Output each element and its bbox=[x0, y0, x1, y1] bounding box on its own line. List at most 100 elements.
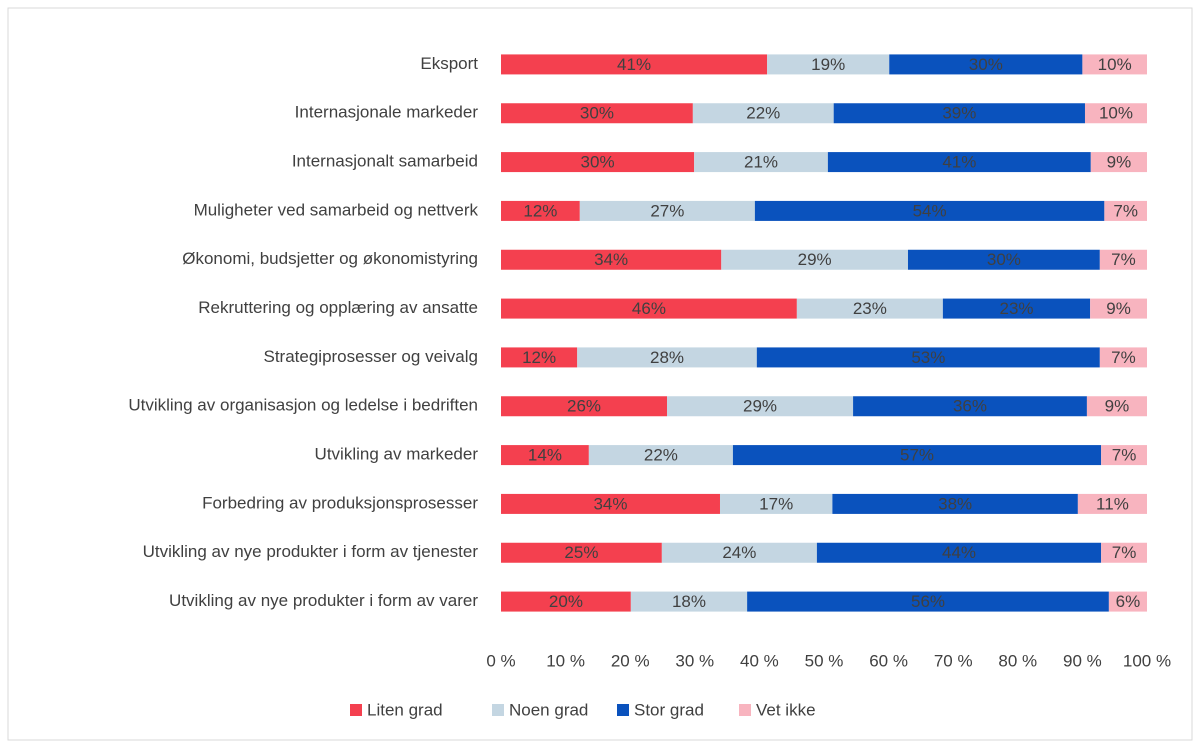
bar-segment bbox=[1099, 249, 1147, 270]
legend-swatch bbox=[617, 704, 629, 716]
data-label: 54% bbox=[913, 201, 947, 220]
data-label: 6% bbox=[1116, 592, 1141, 611]
data-label: 20% bbox=[549, 592, 583, 611]
x-tick-label: 70 % bbox=[934, 651, 973, 670]
data-label: 12% bbox=[522, 348, 556, 367]
data-label: 36% bbox=[953, 397, 987, 416]
data-label: 44% bbox=[942, 543, 976, 562]
x-tick-label: 50 % bbox=[805, 651, 844, 670]
x-tick-label: 10 % bbox=[546, 651, 585, 670]
data-label: 10% bbox=[1098, 55, 1132, 74]
bar-segment bbox=[501, 298, 797, 319]
bar-segment bbox=[1082, 54, 1147, 75]
data-label: 12% bbox=[523, 201, 557, 220]
bar-segment bbox=[1084, 103, 1147, 124]
data-label: 28% bbox=[650, 348, 684, 367]
data-label: 22% bbox=[644, 446, 678, 465]
legend-label: Noen grad bbox=[509, 700, 588, 719]
data-label: 27% bbox=[650, 201, 684, 220]
data-label: 9% bbox=[1106, 299, 1131, 318]
bar-segment bbox=[501, 249, 722, 270]
bar-segment bbox=[756, 347, 1100, 368]
data-label: 21% bbox=[744, 153, 778, 172]
bar-segment bbox=[754, 200, 1105, 221]
bar-segment bbox=[719, 493, 833, 514]
bar-segment bbox=[501, 152, 695, 173]
data-label: 24% bbox=[722, 543, 756, 562]
data-label: 53% bbox=[911, 348, 945, 367]
category-label: Utvikling av markeder bbox=[315, 445, 479, 464]
data-label: 9% bbox=[1105, 397, 1130, 416]
bar-segment bbox=[501, 542, 662, 563]
bar-segment bbox=[942, 298, 1091, 319]
x-tick-label: 80 % bbox=[998, 651, 1037, 670]
bar-segment bbox=[661, 542, 817, 563]
data-label: 7% bbox=[1111, 348, 1136, 367]
bar-segment bbox=[1099, 347, 1147, 368]
data-label: 30% bbox=[580, 104, 614, 123]
bar-segment bbox=[667, 396, 854, 417]
bar-segment bbox=[1090, 152, 1147, 173]
data-label: 30% bbox=[969, 55, 1003, 74]
data-label: 23% bbox=[853, 299, 887, 318]
bar-segment bbox=[853, 396, 1087, 417]
data-label: 41% bbox=[942, 153, 976, 172]
data-label: 7% bbox=[1111, 250, 1136, 269]
category-label: Rekruttering og opplæring av ansatte bbox=[198, 298, 478, 317]
x-tick-label: 100 % bbox=[1123, 651, 1171, 670]
bar-segment bbox=[832, 493, 1078, 514]
bar-segment bbox=[501, 396, 668, 417]
bar-segment bbox=[692, 103, 834, 124]
bar-segment bbox=[579, 200, 755, 221]
x-tick-label: 30 % bbox=[675, 651, 714, 670]
data-label: 9% bbox=[1107, 153, 1132, 172]
data-label: 17% bbox=[759, 494, 793, 513]
bar-segment bbox=[501, 493, 720, 514]
bar-segment bbox=[833, 103, 1085, 124]
data-label: 23% bbox=[999, 299, 1033, 318]
category-label: Utvikling av nye produkter i form av var… bbox=[169, 591, 478, 610]
bar-segment bbox=[1077, 493, 1147, 514]
bar-segment bbox=[501, 54, 768, 75]
bar-segment bbox=[827, 152, 1091, 173]
bar-segment bbox=[747, 591, 1109, 612]
data-label: 11% bbox=[1096, 494, 1129, 513]
data-label: 7% bbox=[1113, 201, 1138, 220]
bar-segment bbox=[501, 591, 631, 612]
bar-segment bbox=[796, 298, 943, 319]
x-tick-label: 60 % bbox=[869, 651, 908, 670]
data-label: 29% bbox=[743, 397, 777, 416]
data-label: 29% bbox=[798, 250, 832, 269]
legend-swatch bbox=[739, 704, 751, 716]
data-label: 30% bbox=[987, 250, 1021, 269]
legend-swatch bbox=[350, 704, 362, 716]
bar-segment bbox=[501, 347, 578, 368]
bar-segment bbox=[1108, 591, 1147, 612]
data-label: 7% bbox=[1112, 543, 1137, 562]
legend-label: Vet ikke bbox=[756, 700, 816, 719]
data-label: 25% bbox=[564, 543, 598, 562]
bar-segment bbox=[501, 200, 580, 221]
category-label: Forbedring av produksjonsprosesser bbox=[202, 493, 478, 512]
x-tick-label: 0 % bbox=[486, 651, 515, 670]
category-label: Økonomi, budsjetter og økonomistyring bbox=[182, 249, 478, 268]
bar-segment bbox=[732, 445, 1102, 466]
bar-segment bbox=[1104, 200, 1147, 221]
data-label: 19% bbox=[811, 55, 845, 74]
bar-segment bbox=[501, 103, 693, 124]
legend-label: Liten grad bbox=[367, 700, 443, 719]
data-label: 39% bbox=[942, 104, 976, 123]
data-label: 18% bbox=[672, 592, 706, 611]
data-label: 56% bbox=[911, 592, 945, 611]
chart-frame bbox=[7, 7, 1193, 741]
data-label: 14% bbox=[528, 446, 562, 465]
category-label: Eksport bbox=[420, 54, 478, 73]
bar-segment bbox=[501, 445, 589, 466]
category-label: Internasjonalt samarbeid bbox=[292, 152, 478, 171]
data-label: 7% bbox=[1112, 446, 1137, 465]
bar-segment bbox=[630, 591, 748, 612]
data-label: 34% bbox=[594, 250, 628, 269]
legend-label: Stor grad bbox=[634, 700, 704, 719]
bar-segment bbox=[907, 249, 1100, 270]
